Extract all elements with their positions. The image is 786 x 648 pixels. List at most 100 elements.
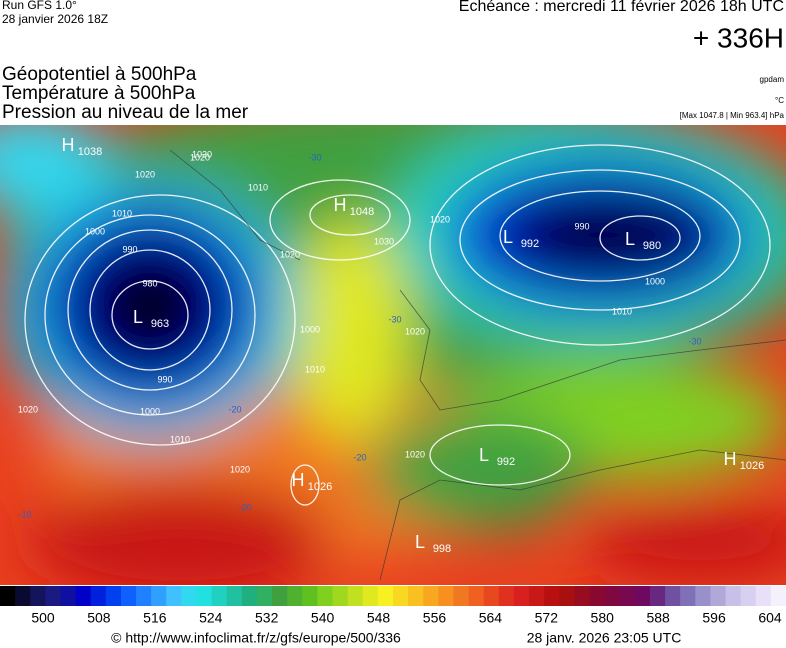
isobar-label: 1030 xyxy=(192,149,212,159)
colorbar-swatch xyxy=(256,586,273,606)
isobar-label: 980 xyxy=(142,278,157,288)
colorbar-label: 572 xyxy=(535,610,559,626)
center-type: L xyxy=(415,532,425,552)
isobar-label: 1020 xyxy=(190,152,210,162)
center-value: 1026 xyxy=(740,460,764,472)
isobar-label: 990 xyxy=(157,374,172,384)
isobar-label: 1010 xyxy=(612,306,632,316)
colorbar-swatch xyxy=(287,586,303,606)
colorbar-swatch xyxy=(241,586,258,606)
colorbar-label: 580 xyxy=(591,610,615,626)
center-type: H xyxy=(62,135,75,155)
colorbar-label: 588 xyxy=(646,610,670,626)
isobar-label: 990 xyxy=(574,221,589,231)
colorbar-swatch xyxy=(513,586,530,606)
isobar-label: 1030 xyxy=(374,236,394,246)
colorbar-swatch xyxy=(468,586,485,606)
run-date: 28 janvier 2026 18Z xyxy=(2,12,108,26)
colorbar-swatch xyxy=(438,586,454,606)
isobar-label: 1020 xyxy=(430,214,450,224)
isobar-label: 990 xyxy=(122,244,137,254)
center-type: L xyxy=(479,445,489,465)
colorbar-swatch xyxy=(151,586,167,606)
colorbar-swatch xyxy=(0,586,16,606)
title: Température à 500hPa xyxy=(2,83,196,104)
isobar-label: 1020 xyxy=(405,449,425,459)
isobar-label: 1000 xyxy=(645,276,665,286)
colorbar-swatch xyxy=(423,586,439,606)
center-value: 1038 xyxy=(78,146,102,158)
isobar-label: 1000 xyxy=(140,406,160,416)
source: © http://www.infoclimat.fr/z/gfs/europe/… xyxy=(111,630,401,646)
title: Pression au niveau de la mer xyxy=(2,102,249,123)
colorbar-label: 556 xyxy=(423,610,447,626)
colorbar-swatch xyxy=(377,586,394,606)
isobar-label: 1020 xyxy=(135,169,155,179)
center-value: 1048 xyxy=(350,206,374,218)
isobar-label: 1000 xyxy=(300,324,320,334)
colorbar-swatch xyxy=(75,586,92,606)
temperature-label: -10 xyxy=(18,509,31,519)
run: Run GFS 1.0° xyxy=(2,0,77,12)
center-type: L xyxy=(133,307,143,327)
colorbar-swatch xyxy=(45,586,61,606)
center-type: L xyxy=(625,229,635,249)
colorbar-label: 596 xyxy=(702,610,726,626)
colorbar-swatch xyxy=(589,586,606,606)
colorbar-swatch xyxy=(90,586,107,606)
colorbar-swatch xyxy=(136,586,152,606)
center-value: 980 xyxy=(643,240,661,252)
colorbar-swatch xyxy=(408,586,424,606)
colorbar-swatch xyxy=(544,586,560,606)
center-value: 1026 xyxy=(308,481,332,493)
colorbar-label: 500 xyxy=(31,610,55,626)
colorbar-swatch xyxy=(347,586,364,606)
colorbar-label: 604 xyxy=(758,610,782,626)
colorbar-swatch xyxy=(604,586,621,606)
isobar-label: 1020 xyxy=(18,404,38,414)
colorbar-label: 564 xyxy=(479,610,503,626)
colorbar-swatch xyxy=(196,586,213,606)
title: Géopotentiel à 500hPa xyxy=(2,64,197,85)
temperature-label: -20 xyxy=(238,502,251,512)
colorbar-swatch xyxy=(226,586,243,606)
colorbar-label: 540 xyxy=(311,610,335,626)
colorbar-swatch xyxy=(740,586,757,606)
colorbar-swatch xyxy=(529,586,545,606)
colorbar-swatch xyxy=(695,586,711,606)
temperature-label: -20 xyxy=(228,404,241,414)
colorbar-label: 516 xyxy=(143,610,167,626)
isobar-label: 1020 xyxy=(405,326,425,336)
center-type: H xyxy=(334,195,347,215)
temperature-label: -20 xyxy=(353,452,366,462)
isobar-label: 1010 xyxy=(112,208,132,218)
colorbar-swatch xyxy=(272,586,288,606)
center-value: 963 xyxy=(151,318,169,330)
colorbar-swatch xyxy=(30,586,46,606)
temperature-label: -30 xyxy=(308,152,321,162)
colorbar-swatch xyxy=(453,586,470,606)
colorbar-swatch xyxy=(60,586,77,606)
center-type: H xyxy=(724,449,737,469)
colorbar-swatch xyxy=(755,586,772,606)
colorbar-swatch xyxy=(332,586,349,606)
colorbar-label: 548 xyxy=(367,610,391,626)
colorbar-swatch xyxy=(15,586,31,606)
unit: °C xyxy=(775,96,784,105)
colorbar-label: 508 xyxy=(87,610,111,626)
colorbar-swatch xyxy=(483,586,500,606)
center-value: 992 xyxy=(521,238,539,250)
isobar-label: 1010 xyxy=(248,182,268,192)
colorbar-swatch xyxy=(105,586,122,606)
isobar-label: 1010 xyxy=(305,364,325,374)
colorbar-swatch xyxy=(710,586,727,606)
unit: [Max 1047.8 | Min 963.4] hPa xyxy=(680,111,785,120)
field xyxy=(0,125,786,585)
colorbar-swatch xyxy=(634,586,651,606)
isobar-label: 1020 xyxy=(280,249,300,259)
lead: + 336H xyxy=(693,22,784,53)
colorbar-swatch xyxy=(649,586,666,606)
unit: gpdam xyxy=(760,75,785,84)
colorbar-swatch xyxy=(770,586,786,606)
